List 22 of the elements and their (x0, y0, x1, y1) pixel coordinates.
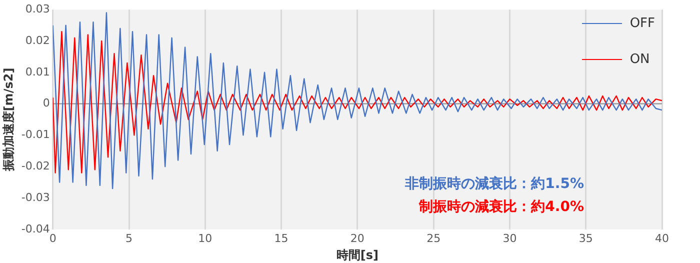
x-tick-label: 30 (502, 232, 517, 245)
x-tick-label: 35 (578, 232, 593, 245)
y-tick-label: -0.04 (21, 222, 50, 236)
y-tick-label: 0.01 (25, 65, 50, 78)
x-tick-label: 40 (655, 232, 669, 245)
annotation: 制振時の減衰比：約4.0% (418, 198, 584, 216)
legend-label: OFF (630, 16, 655, 30)
x-tick-label: 10 (198, 232, 212, 245)
y-tick-label: 0 (42, 96, 50, 110)
x-tick-label: 5 (126, 232, 133, 245)
annotation: 非制振時の減衰比：約1.5% (404, 175, 584, 192)
y-tick-label: -0.03 (21, 190, 50, 204)
x-tick-label: 25 (426, 232, 441, 245)
y-tick-label: 0.03 (25, 2, 50, 16)
x-axis-title: 時間[s] (336, 248, 378, 262)
y-tick-label: -0.02 (21, 159, 50, 172)
x-tick-label: 20 (350, 232, 364, 245)
legend-label: ON (630, 52, 650, 66)
y-axis-title: 振動加速度[m/s2] (1, 68, 16, 172)
y-tick-label: -0.01 (21, 128, 50, 142)
y-tick-label: 0.02 (25, 34, 50, 47)
x-tick-label: 15 (274, 232, 288, 245)
